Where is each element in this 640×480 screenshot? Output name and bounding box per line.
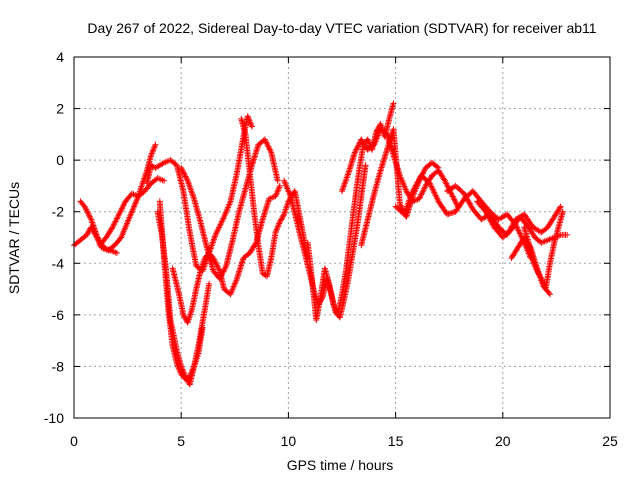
y-tick-label: 0 (56, 152, 64, 168)
x-tick-label: 10 (281, 433, 297, 449)
series-sat-k (304, 100, 397, 323)
y-tick-label: -10 (44, 410, 64, 426)
y-tick-label: -4 (52, 255, 65, 271)
data-markers (71, 100, 571, 388)
marker-track (178, 136, 281, 282)
chart-title: Day 267 of 2022, Sidereal Day-to-day VTE… (87, 20, 596, 36)
x-tick-label: 15 (388, 433, 404, 449)
y-tick-label: -2 (52, 204, 65, 220)
series-sat-d (143, 113, 255, 274)
marker-track (508, 234, 553, 298)
x-tick-label: 20 (495, 433, 511, 449)
marker-track (238, 115, 311, 280)
marker-track (96, 175, 167, 249)
x-axis-label: GPS time / hours (287, 457, 394, 473)
series-sat-f (156, 198, 206, 383)
x-tick-label: 5 (177, 433, 185, 449)
y-tick-label: 4 (56, 49, 64, 65)
series-sat-c (96, 175, 167, 249)
marker-track (156, 198, 206, 383)
y-tick-label: -6 (52, 307, 65, 323)
marker-track (143, 113, 255, 274)
series-sat-h (178, 136, 281, 282)
x-tick-label: 25 (602, 433, 618, 449)
marker-track (304, 100, 397, 323)
y-axis-label: SDTVAR / TECUs (6, 182, 22, 294)
y-tick-label: 2 (56, 101, 64, 117)
y-tick-label: -8 (52, 358, 65, 374)
axis-ticks: 0 5 10 15 20 25 -10 -8 -6 -4 -2 0 2 4 (44, 49, 618, 449)
plot-border (73, 56, 611, 419)
grid-lines (74, 57, 610, 418)
series-sat-i (238, 115, 311, 280)
series-sat-r (508, 234, 553, 298)
x-tick-label: 0 (70, 433, 78, 449)
